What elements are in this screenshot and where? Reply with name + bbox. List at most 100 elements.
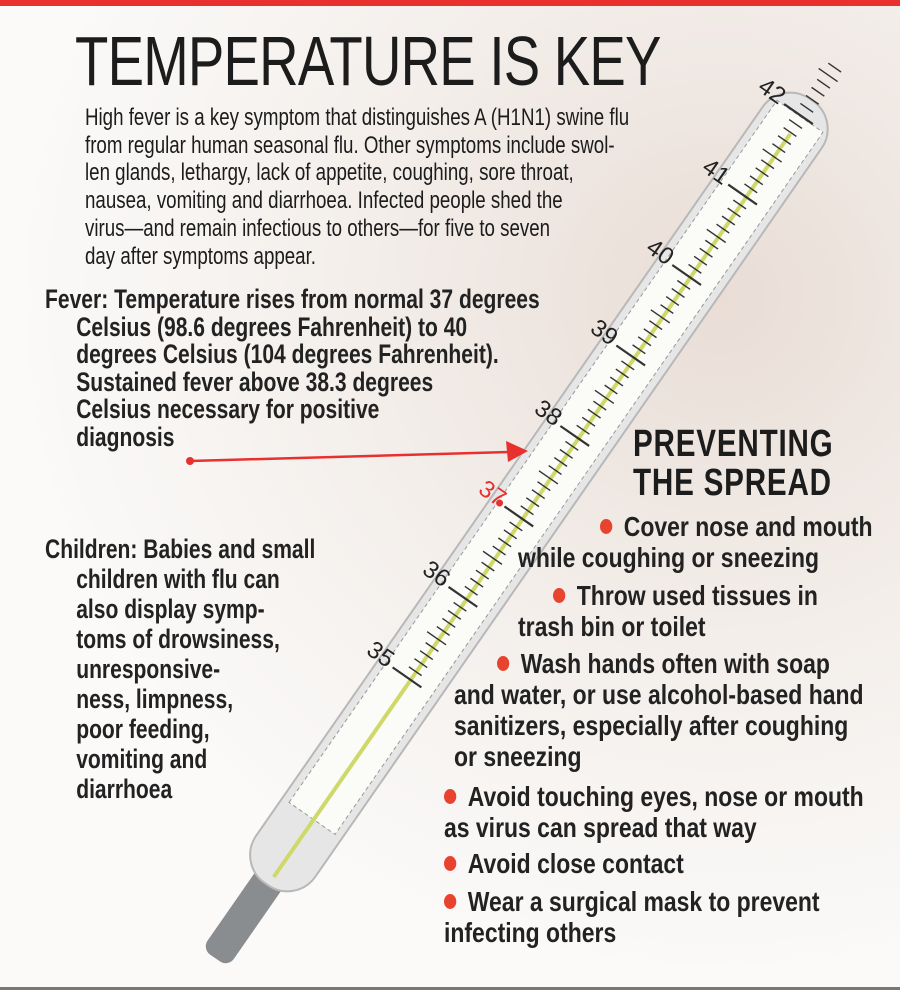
scale-tick — [816, 78, 831, 89]
children-line: ness, limpness, — [76, 684, 234, 714]
prevention-item: Throw used tissues in trash bin or toilet — [518, 580, 818, 642]
scale-tick — [464, 585, 478, 596]
bullet-dot-icon — [553, 588, 566, 603]
scale-tick — [693, 255, 708, 266]
scale-tick — [648, 320, 663, 331]
prevention-text: Throw used tissues in — [576, 580, 818, 611]
preventing-title: PREVENTING THE SPREAD — [633, 425, 833, 503]
top-red-bar — [0, 0, 900, 6]
scale-tick — [783, 103, 814, 125]
scale-tick — [553, 456, 568, 467]
scale-tick — [671, 264, 702, 286]
children-line: also display symp- — [76, 594, 265, 624]
prevention-item: Wash hands often with soap and water, or … — [454, 648, 864, 772]
prevention-text: or sneezing — [454, 741, 582, 772]
fever-section: Fever: Temperature rises from normal 37 … — [45, 284, 540, 451]
fever-arrow — [186, 441, 528, 465]
scale-tick — [783, 127, 797, 138]
scale-tick — [538, 470, 559, 485]
scale-tick — [637, 336, 652, 347]
children-label: Children: — [45, 534, 138, 564]
scale-tick — [594, 389, 615, 405]
children-line: vomiting and — [76, 744, 208, 774]
scale-tick — [799, 102, 814, 113]
scale-tick — [615, 344, 646, 367]
scale-tick — [671, 287, 685, 298]
children-line: diarrhoea — [76, 774, 173, 804]
scale-tick — [827, 62, 842, 73]
thermometer-bulb — [205, 862, 287, 964]
scale-tick — [447, 586, 478, 608]
scale-tick — [604, 384, 618, 395]
fever-line: degrees Celsius (104 degrees Fahrenheit)… — [76, 339, 499, 369]
scale-tick — [755, 167, 769, 178]
scale-tick — [565, 440, 579, 451]
scale-tick — [706, 228, 727, 244]
bullet-dot-icon — [600, 519, 613, 534]
scale-tick — [727, 183, 758, 206]
prevention-item: Avoid close contact — [444, 848, 684, 879]
scale-tick — [559, 425, 590, 447]
scale-tick — [643, 328, 657, 339]
fever-label: Fever: — [45, 284, 109, 314]
scale-tick — [520, 505, 534, 516]
scale-tick — [442, 617, 456, 628]
bullet-dot-icon — [444, 789, 457, 804]
intro-line: nausea, vomiting and diarrhoea. Infected… — [85, 187, 563, 215]
scale-tick — [609, 376, 624, 387]
prevention-text: Wear a surgical mask to prevent — [467, 886, 820, 917]
scale-tick — [509, 521, 523, 532]
scale-tick — [744, 183, 758, 194]
children-line: unresponsive- — [76, 654, 221, 684]
scale-tick — [426, 631, 447, 646]
scale-tick — [581, 416, 596, 427]
scale-tick — [436, 625, 450, 636]
prevention-text: and water, or use alcohol-based hand — [454, 679, 864, 710]
scale-tick — [470, 577, 484, 588]
preventing-title-line: PREVENTING — [633, 423, 834, 465]
prevention-text: Avoid touching eyes, nose or mouth — [467, 781, 864, 812]
scale-tick — [475, 569, 490, 580]
prevention-item: Cover nose and mouth while coughing or sn… — [518, 511, 873, 573]
children-line: Babies and small — [137, 534, 316, 564]
scale-tick — [503, 529, 518, 540]
scale-tick — [818, 67, 838, 83]
fever-line: Temperature rises from normal 37 degrees — [108, 284, 540, 314]
scale-tick — [772, 143, 786, 154]
scale-tick — [391, 666, 422, 689]
intro-line: from regular human seasonal flu. Other s… — [85, 131, 615, 159]
prevention-text: as virus can spread that way — [444, 812, 757, 843]
scale-tick — [621, 360, 635, 371]
scale-tick — [811, 86, 825, 97]
scale-tick — [727, 207, 741, 218]
children-section: Children: Babies and small children with… — [45, 534, 315, 804]
prevention-item: Wear a surgical mask to prevent infecting… — [444, 886, 820, 948]
prevention-text: trash bin or toilet — [518, 611, 706, 642]
scale-tick — [788, 118, 803, 129]
scale-tick — [548, 465, 562, 476]
prevention-text: Cover nose and mouth — [623, 511, 873, 542]
scale-tick — [632, 344, 646, 355]
scale-tick — [721, 215, 736, 226]
intro-line: High fever is a key symptom that disting… — [85, 104, 630, 131]
scale-tick — [503, 505, 534, 528]
scale-tick — [762, 148, 783, 163]
prevention-item: Avoid touching eyes, nose or mouth as vir… — [444, 781, 864, 843]
scale-tick — [760, 159, 775, 170]
scale-tick — [777, 135, 792, 146]
scale-tick — [732, 199, 747, 210]
scale-tick — [676, 279, 691, 290]
intro-line: virus—and remain infectious to others—fo… — [85, 214, 551, 242]
scale-tick — [587, 408, 601, 419]
scale-tick — [559, 448, 574, 459]
fever-line: Sustained fever above 38.3 degrees — [76, 366, 434, 397]
preventing-title-line: THE SPREAD — [633, 462, 832, 504]
children-line: children with flu can — [76, 564, 280, 594]
scale-tick — [576, 424, 590, 435]
scale-tick — [699, 247, 713, 258]
scale-tick — [447, 609, 462, 620]
intro-paragraph: High fever is a key symptom that disting… — [85, 104, 629, 270]
mercury-column — [272, 132, 792, 879]
